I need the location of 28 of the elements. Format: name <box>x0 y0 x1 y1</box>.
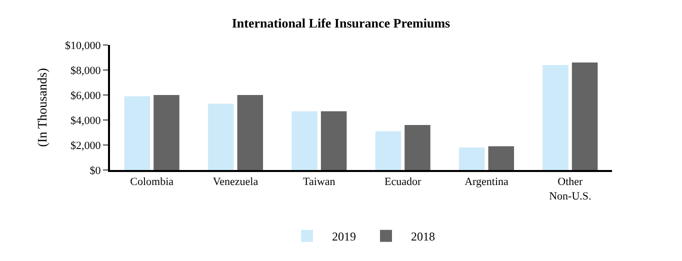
bar <box>404 125 430 170</box>
y-axis-title: (In Thousands) <box>34 68 50 147</box>
x-tick-label: Taiwan <box>303 176 336 188</box>
y-tick-label: $2,000 <box>70 140 102 152</box>
legend-label: 2018 <box>411 230 435 244</box>
y-tick-label: $4,000 <box>70 114 102 127</box>
legend-label: 2019 <box>332 230 356 244</box>
bar <box>208 104 234 170</box>
bar <box>542 65 568 170</box>
bar <box>292 111 318 170</box>
bar <box>154 95 180 170</box>
chart-title: International Life Insurance Premiums <box>232 15 450 30</box>
x-tick-label: Venezuela <box>212 176 258 188</box>
bar <box>572 62 598 170</box>
x-tick-label: Other Non-U.S. <box>549 176 592 202</box>
x-tick-label: Argentina <box>464 176 509 188</box>
y-tick-label: $0 <box>90 164 102 177</box>
bar <box>237 95 264 170</box>
y-tick-label: $8,000 <box>70 64 102 77</box>
bar <box>488 146 514 170</box>
y-tick-label: $10,000 <box>65 40 102 52</box>
x-tick-label: Colombia <box>130 176 174 188</box>
x-tick-label: Ecuador <box>384 176 422 188</box>
bar <box>458 148 485 170</box>
bar <box>375 131 402 170</box>
bar <box>124 96 150 170</box>
y-tick-label: $6,000 <box>70 90 102 102</box>
bar <box>320 111 347 170</box>
